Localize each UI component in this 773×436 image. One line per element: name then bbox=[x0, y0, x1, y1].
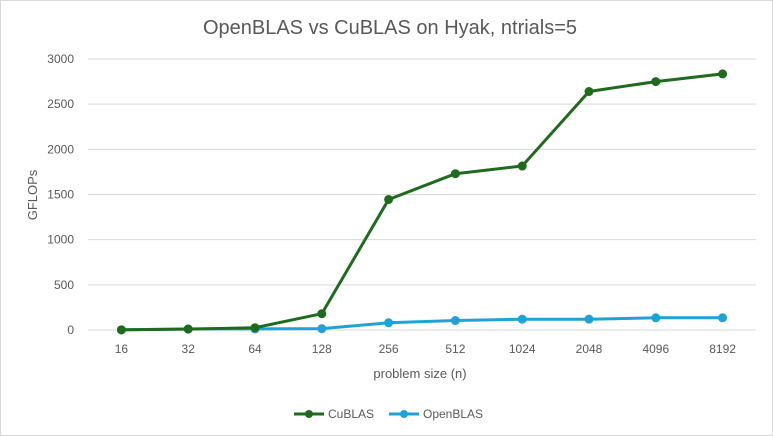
x-tick-label: 16 bbox=[115, 342, 129, 356]
legend-label: CuBLAS bbox=[328, 407, 374, 421]
x-tick-label: 32 bbox=[182, 342, 196, 356]
data-point-cublas bbox=[517, 161, 527, 171]
x-tick-label: 128 bbox=[312, 342, 332, 356]
data-point-cublas bbox=[116, 325, 126, 335]
x-tick-label: 64 bbox=[248, 342, 262, 356]
y-tick-label: 1000 bbox=[47, 233, 74, 247]
data-point-cublas bbox=[651, 77, 661, 87]
legend: CuBLAS OpenBLAS bbox=[294, 407, 483, 421]
data-point-cublas bbox=[250, 323, 260, 333]
data-point-openblas bbox=[517, 314, 527, 324]
data-point-cublas bbox=[317, 309, 327, 319]
x-tick-label: 1024 bbox=[509, 342, 536, 356]
y-tick-label: 2000 bbox=[47, 142, 74, 156]
data-point-openblas bbox=[317, 324, 327, 334]
y-tick-label: 500 bbox=[54, 278, 74, 292]
series-openblas bbox=[116, 313, 728, 335]
legend-item-openblas: OpenBLAS bbox=[389, 407, 483, 421]
legend-swatch-marker bbox=[305, 410, 313, 418]
data-point-cublas bbox=[450, 169, 460, 179]
x-axis-title: problem size (n) bbox=[373, 366, 466, 381]
data-point-openblas bbox=[584, 314, 594, 324]
x-tick-label: 4096 bbox=[642, 342, 669, 356]
y-tick-label: 2500 bbox=[47, 97, 74, 111]
data-point-cublas bbox=[384, 194, 394, 204]
x-tick-label: 512 bbox=[445, 342, 465, 356]
series-layer bbox=[116, 69, 728, 335]
x-tick-label: 2048 bbox=[576, 342, 603, 356]
x-tick-label: 8192 bbox=[709, 342, 736, 356]
y-axis-title: GFLOPs bbox=[25, 169, 40, 220]
x-tick-label: 256 bbox=[379, 342, 399, 356]
data-point-cublas bbox=[584, 87, 594, 97]
series-line-cublas bbox=[119, 72, 725, 332]
y-tick-label: 3000 bbox=[47, 52, 74, 66]
legend-swatch-marker bbox=[400, 410, 408, 418]
legend-label: OpenBLAS bbox=[423, 407, 483, 421]
chart-title: OpenBLAS vs CuBLAS on Hyak, ntrials=5 bbox=[203, 17, 577, 39]
y-tick-labels: 0 500 1000 1500 2000 2500 3000 bbox=[47, 52, 74, 337]
y-tick-label: 1500 bbox=[47, 188, 74, 202]
data-point-cublas bbox=[718, 69, 728, 79]
data-point-cublas bbox=[183, 324, 193, 334]
x-tick-labels: 16 32 64 128 256 512 1024 2048 4096 8192 bbox=[115, 342, 737, 356]
y-tick-label: 0 bbox=[67, 323, 74, 337]
legend-item-cublas: CuBLAS bbox=[294, 407, 374, 421]
data-point-openblas bbox=[450, 316, 460, 326]
data-point-openblas bbox=[718, 313, 728, 323]
series-cublas bbox=[116, 69, 728, 335]
gridlines bbox=[88, 58, 756, 331]
data-point-openblas bbox=[651, 313, 661, 323]
data-point-openblas bbox=[384, 318, 394, 328]
